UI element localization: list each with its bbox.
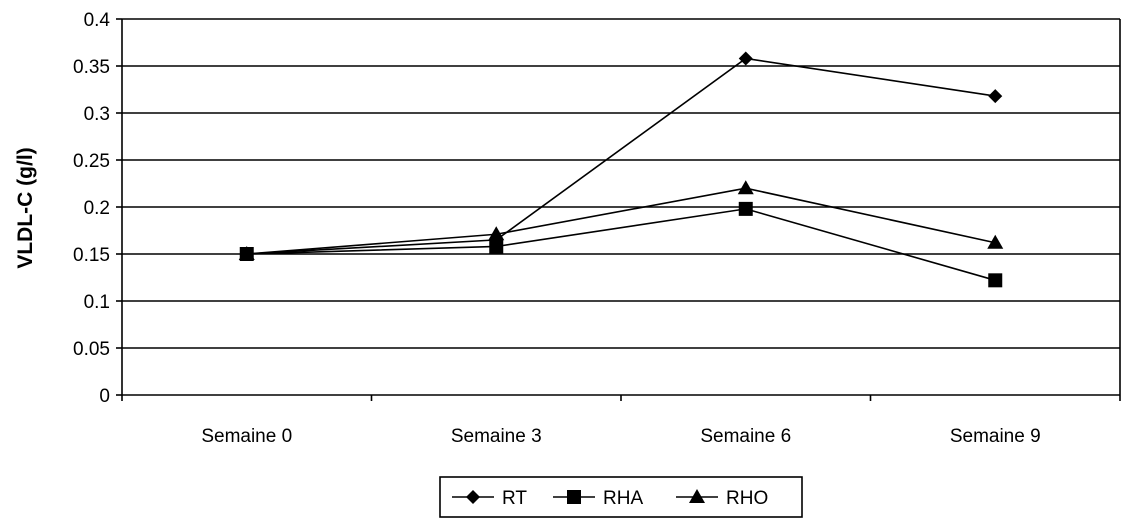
x-tick-label: Semaine 9 (950, 426, 1041, 447)
axes (116, 18, 1121, 401)
x-tick-label: Semaine 6 (700, 426, 791, 447)
series-line-rho (246, 187, 996, 255)
x-tick-labels: Semaine 0 Semaine 3 Semaine 6 Semaine 9 (201, 426, 1040, 447)
x-tick-label: Semaine 0 (201, 426, 292, 447)
legend-label: RHA (603, 488, 643, 509)
data-point-rho (238, 246, 255, 260)
series-line-rt (246, 57, 996, 255)
y-tick-label: 0.1 (84, 292, 110, 313)
legend-label: RHO (726, 488, 768, 509)
legend-label: RT (502, 488, 527, 509)
legend-marker-rho (689, 489, 705, 503)
y-tick-label: 0.35 (73, 57, 110, 78)
data-point-rt (988, 89, 1003, 104)
series-line-rha (246, 208, 996, 282)
legend-marker-rha (567, 490, 581, 504)
legend-item-rha: RHA (553, 488, 643, 509)
y-tick-label: 0 (99, 386, 110, 407)
legend-item-rho: RHO (676, 488, 768, 509)
y-tick-label: 0.15 (73, 245, 110, 266)
data-point-rt (738, 51, 753, 66)
data-point-rho (737, 180, 754, 195)
y-tick-label: 0.05 (73, 339, 110, 360)
series-group (238, 51, 1004, 288)
data-point-rha (738, 201, 753, 216)
series-rha (239, 201, 1003, 288)
data-point-rho (987, 234, 1004, 249)
legend-item-rt: RT (452, 488, 527, 509)
y-tick-label: 0.25 (73, 151, 110, 172)
y-tick-labels: 0 0.05 0.1 0.15 0.2 0.25 0.3 0.35 0.4 (73, 10, 110, 407)
y-tick-label: 0.2 (84, 198, 110, 219)
legend: RT RHA RHO (439, 476, 803, 518)
data-point-rha (988, 273, 1003, 288)
legend-box (439, 476, 803, 518)
y-tick-label: 0.3 (84, 104, 110, 125)
y-axis-title: VLDL-C (g/l) (14, 147, 37, 268)
legend-marker-rt (466, 490, 480, 504)
series-rho (238, 180, 1004, 260)
data-point-rha (489, 239, 504, 254)
series-rt (239, 51, 1003, 261)
data-point-rho (488, 226, 505, 241)
grid-lines (122, 18, 1120, 349)
y-tick-label: 0.4 (84, 10, 111, 31)
x-tick-label: Semaine 3 (451, 426, 542, 447)
